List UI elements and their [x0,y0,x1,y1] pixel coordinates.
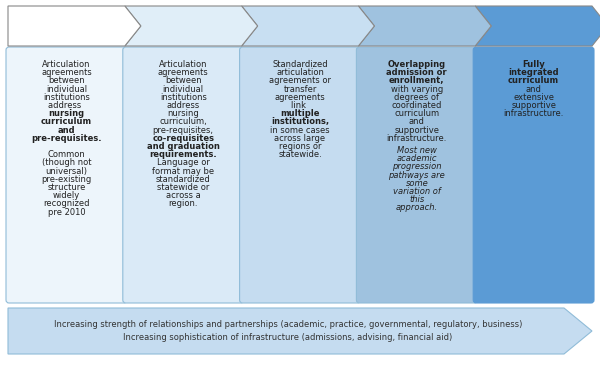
FancyBboxPatch shape [239,47,361,303]
Text: agreements: agreements [158,68,209,77]
Text: (though not: (though not [41,158,91,168]
Text: Articulation: Articulation [159,60,208,69]
Text: across a: across a [166,191,200,200]
Text: region.: region. [169,199,198,209]
Text: Fully: Fully [522,60,545,69]
Text: extensive: extensive [513,93,554,102]
Text: progression: progression [392,163,442,171]
Text: Common: Common [47,150,85,159]
Polygon shape [8,6,141,46]
Text: nursing: nursing [167,109,199,118]
FancyBboxPatch shape [473,47,594,303]
Text: between: between [165,76,202,86]
Text: recognized: recognized [43,199,89,209]
Text: pre-requisites.: pre-requisites. [31,134,101,143]
Text: agreements: agreements [41,68,92,77]
Text: requirements.: requirements. [149,150,217,159]
Text: this: this [409,195,424,204]
Text: variation of: variation of [393,187,441,196]
Text: academic: academic [397,154,437,163]
Text: Articulation: Articulation [42,60,91,69]
Text: infrastructure.: infrastructure. [503,109,564,118]
Text: integrated: integrated [508,68,559,77]
Text: Language or: Language or [157,158,209,168]
Text: format may be: format may be [152,166,214,176]
Text: co-requisites: co-requisites [152,134,214,143]
Text: Standardized: Standardized [272,60,328,69]
Text: across large: across large [274,134,326,143]
Text: degrees of: degrees of [394,93,439,102]
Text: pre 2010: pre 2010 [47,207,85,217]
Text: infrastructure.: infrastructure. [386,134,447,143]
Polygon shape [8,308,592,354]
Text: curriculum,: curriculum, [160,117,207,127]
Text: curriculum: curriculum [394,109,439,118]
Polygon shape [358,6,491,46]
Polygon shape [125,6,257,46]
Text: institutions: institutions [160,93,206,102]
Text: statewide.: statewide. [278,150,322,159]
Text: enrollment,: enrollment, [389,76,445,86]
Text: link: link [291,101,309,110]
Text: agreements: agreements [275,93,325,102]
Polygon shape [475,6,600,46]
Text: agreements or: agreements or [269,76,331,86]
Text: coordinated: coordinated [392,101,442,110]
Text: transfer: transfer [283,85,317,94]
Text: approach.: approach. [396,204,438,212]
Text: address: address [167,101,200,110]
Text: multiple: multiple [280,109,320,118]
Text: address: address [49,101,85,110]
Text: some: some [406,179,428,188]
Text: institutions,: institutions, [271,117,329,127]
Text: between: between [48,76,85,86]
Text: institutions: institutions [43,93,90,102]
Text: with varying: with varying [391,85,443,94]
Text: articulation: articulation [276,68,324,77]
Text: pathways are: pathways are [388,171,445,180]
Text: structure: structure [47,183,86,192]
Text: statewide or: statewide or [157,183,209,192]
Text: regions or: regions or [279,142,321,151]
Text: pre-existing: pre-existing [41,175,92,184]
Text: standardized: standardized [156,175,211,184]
Polygon shape [242,6,374,46]
Text: Increasing strength of relationships and partnerships (academic, practice, gover: Increasing strength of relationships and… [54,320,522,329]
FancyBboxPatch shape [6,47,127,303]
Text: individual: individual [46,85,87,94]
Text: nursing: nursing [49,109,85,118]
FancyBboxPatch shape [356,47,477,303]
Text: and: and [58,126,75,135]
Text: admission or: admission or [386,68,447,77]
Text: pre-requisites,: pre-requisites, [152,126,214,135]
Text: supportive: supportive [511,101,556,110]
Text: Increasing sophistication of infrastructure (admissions, advising, financial aid: Increasing sophistication of infrastruct… [124,333,452,342]
Text: widely: widely [53,191,80,200]
Text: curriculum: curriculum [41,117,92,127]
Text: individual: individual [163,85,204,94]
Text: and: and [526,85,542,94]
Text: and graduation: and graduation [147,142,220,151]
Text: curriculum: curriculum [508,76,559,86]
Text: and: and [409,117,425,127]
Text: Overlapping: Overlapping [388,60,446,69]
FancyBboxPatch shape [123,47,244,303]
Text: universal): universal) [46,166,88,176]
Text: supportive: supportive [394,126,439,135]
Text: in some cases: in some cases [270,126,330,135]
Text: Most new: Most new [397,146,437,155]
